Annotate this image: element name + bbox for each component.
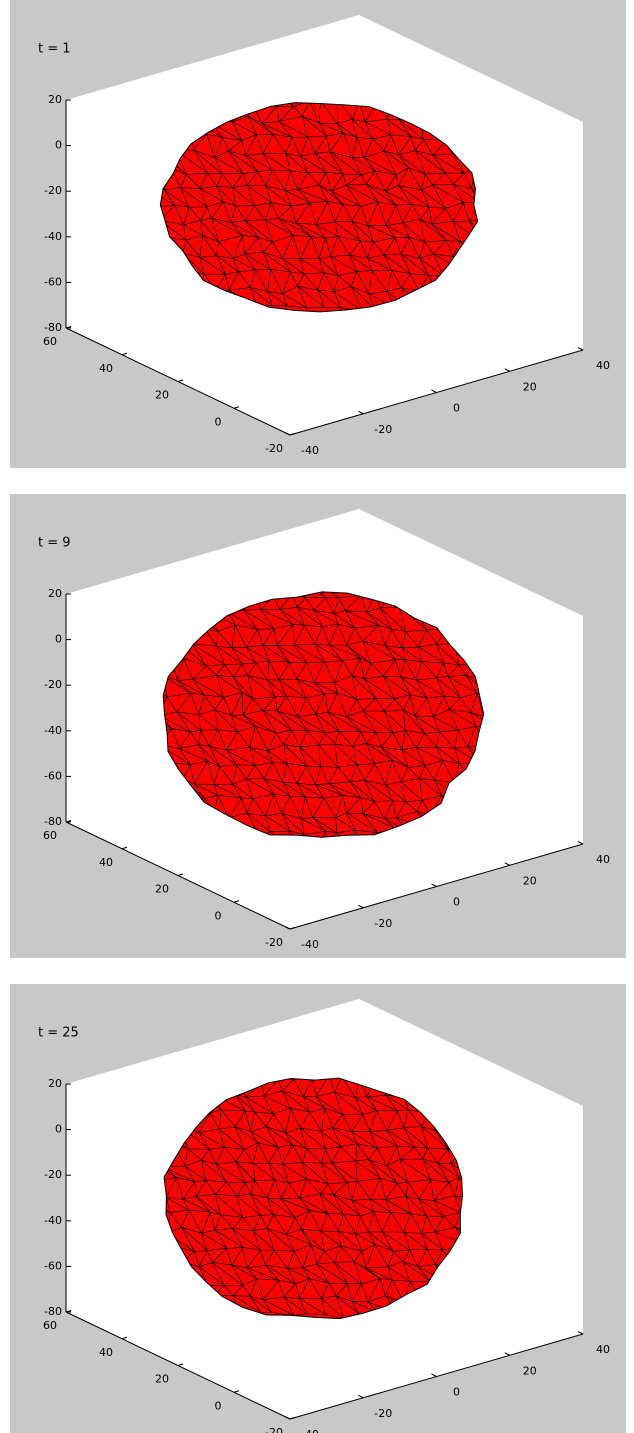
z-tick-label: -20 xyxy=(44,1168,62,1181)
y-tick-label: 60 xyxy=(43,1319,57,1332)
panel: -80 -60 -40 -20 0 20 -20 0 20 40 60 -40 -20 0 20 40 t = … xyxy=(10,984,626,1433)
x-tick-label: -40 xyxy=(301,1428,319,1433)
z-tick-label: -40 xyxy=(44,1214,62,1227)
y-tick-label: 40 xyxy=(99,856,113,869)
y-tick-label: 40 xyxy=(99,362,113,375)
y-tick-label: 60 xyxy=(43,829,57,842)
y-tick-label: -20 xyxy=(265,936,283,949)
figure: -80 -60 -40 -20 0 20 -20 0 20 40 60 -40 -20 0 20 40 t = … xyxy=(0,0,634,1433)
x-tick-label: 40 xyxy=(596,1343,610,1356)
y-tick-label: 0 xyxy=(215,415,222,428)
y-tick-label: -20 xyxy=(265,1426,283,1433)
y-tick-label: 60 xyxy=(43,335,57,348)
y-tick-label: 0 xyxy=(215,909,222,922)
z-tick-label: 0 xyxy=(55,1123,62,1136)
x-tick-label: 40 xyxy=(596,359,610,372)
z-tick-label: -60 xyxy=(44,769,62,782)
x-tick-label: -20 xyxy=(374,917,392,930)
z-tick-label: 0 xyxy=(55,139,62,152)
x-tick-label: -40 xyxy=(301,938,319,951)
panel-title: t = 1 xyxy=(38,42,71,57)
y-tick-label: 0 xyxy=(215,1399,222,1412)
surface xyxy=(164,1078,462,1319)
x-tick-label: -20 xyxy=(374,1407,392,1420)
y-tick-label: 20 xyxy=(155,389,169,402)
z-tick-label: -40 xyxy=(44,230,62,243)
x-tick-label: 0 xyxy=(453,1386,460,1399)
panel: -80 -60 -40 -20 0 20 -20 0 20 40 60 -40 -20 0 20 40 t = … xyxy=(10,0,626,468)
z-tick-label: -60 xyxy=(44,275,62,288)
panel: -80 -60 -40 -20 0 20 -20 0 20 40 60 -40 -20 0 20 40 t = … xyxy=(10,494,626,958)
panel-title: t = 9 xyxy=(38,536,71,551)
x-tick-label: 20 xyxy=(523,1364,537,1377)
x-tick-label: 40 xyxy=(596,853,610,866)
z-tick-label: 20 xyxy=(48,93,62,106)
x-tick-label: -20 xyxy=(374,423,392,436)
z-tick-label: -80 xyxy=(44,321,62,334)
y-tick-label: -20 xyxy=(265,442,283,455)
x-tick-label: -40 xyxy=(301,444,319,457)
y-tick-label: 20 xyxy=(155,1373,169,1386)
panel-title: t = 25 xyxy=(38,1026,79,1041)
z-tick-label: 20 xyxy=(48,587,62,600)
z-tick-label: -60 xyxy=(44,1259,62,1272)
z-tick-label: -20 xyxy=(44,678,62,691)
z-tick-label: 20 xyxy=(48,1077,62,1090)
z-tick-label: -40 xyxy=(44,724,62,737)
x-tick-label: 0 xyxy=(453,896,460,909)
z-tick-label: -20 xyxy=(44,184,62,197)
x-tick-label: 0 xyxy=(453,402,460,415)
x-tick-label: 20 xyxy=(523,380,537,393)
y-tick-label: 40 xyxy=(99,1346,113,1359)
y-tick-label: 20 xyxy=(155,883,169,896)
z-tick-label: 0 xyxy=(55,633,62,646)
z-tick-label: -80 xyxy=(44,815,62,828)
x-tick-label: 20 xyxy=(523,874,537,887)
z-tick-label: -80 xyxy=(44,1305,62,1318)
